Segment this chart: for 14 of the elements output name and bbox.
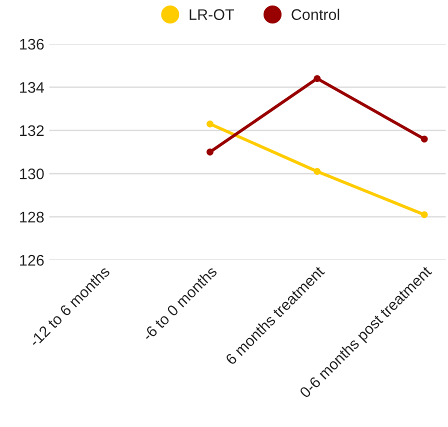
y-tick-label: 134 xyxy=(20,82,44,93)
y-tick-label: 130 xyxy=(20,168,44,180)
y-tick-label: 128 xyxy=(20,212,44,223)
legend-label: LR-OT xyxy=(190,9,234,20)
y-tick-label: 136 xyxy=(20,38,44,50)
point xyxy=(206,120,214,128)
y-tick-label: 132 xyxy=(20,125,44,136)
point xyxy=(420,136,428,143)
point xyxy=(206,148,214,156)
point xyxy=(314,168,321,175)
point xyxy=(420,211,428,218)
legend-label: Control xyxy=(292,8,340,20)
y-tick-label: 126 xyxy=(20,254,44,266)
point xyxy=(314,75,321,82)
